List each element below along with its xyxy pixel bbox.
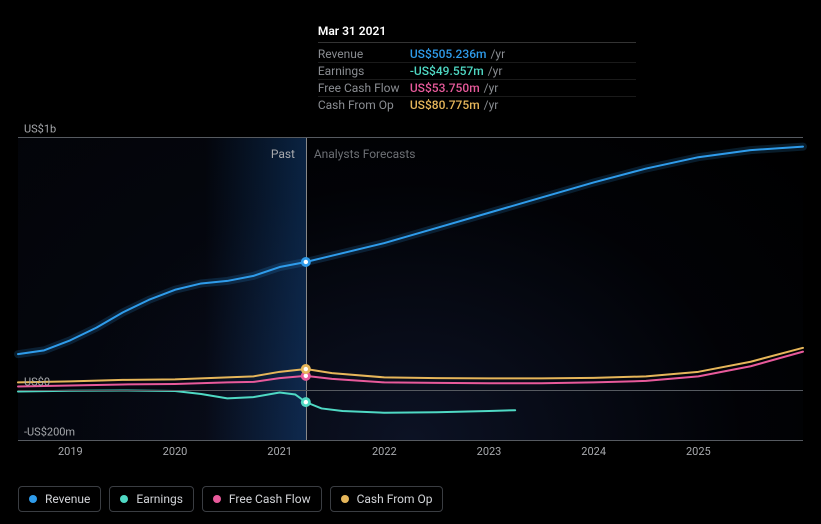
series-line [18,391,515,413]
y-tick-label: US$1b [24,123,56,136]
hover-marker-inner [304,367,308,371]
y-gridline [18,137,803,138]
legend-item[interactable]: Cash From Op [330,486,444,512]
y-gridline [18,440,803,441]
x-tick-label: 2024 [581,445,606,458]
legend: Revenue Earnings Free Cash Flow Cash From O… [18,486,443,512]
tooltip-row-suffix: /yr [484,98,499,112]
tooltip-row-label: Revenue [318,47,410,61]
hover-marker-inner [304,400,308,404]
tooltip-row-label: Cash From Op [318,98,410,112]
tooltip-row-value: -US$49.557m [410,64,484,78]
y-gridline [18,390,803,391]
legend-label: Earnings [136,492,183,506]
tooltip-date: Mar 31 2021 [318,24,636,43]
series-line [18,352,803,387]
tooltip-row-label: Free Cash Flow [318,81,410,95]
legend-dot [341,495,349,503]
tooltip-row-suffix: /yr [490,47,505,61]
x-tick-label: 2023 [477,445,502,458]
x-tick-label: 2021 [267,445,292,458]
hover-marker-inner [304,260,308,264]
forecasts-label: Analysts Forecasts [314,147,416,161]
hover-marker-inner [304,374,308,378]
y-tick-label: US$0 [24,375,50,388]
tooltip-row-suffix: /yr [484,81,499,95]
y-tick-label: -US$200m [24,426,75,439]
legend-label: Cash From Op [357,492,433,506]
x-tick-label: 2022 [372,445,397,458]
tooltip-row: Free Cash FlowUS$53.750m/yr [318,80,636,97]
tooltip-row-value: US$80.775m [410,98,480,112]
tooltip-row-value: US$505.236m [410,47,487,61]
series-line [18,147,803,355]
tooltip-row: Cash From OpUS$80.775m/yr [318,97,636,113]
tooltip-row-suffix: /yr [488,64,503,78]
legend-dot [29,495,37,503]
legend-dot [120,495,128,503]
financials-chart: US$1b US$0 -US$200m 2019 2020 2021 2022 2023 20… [18,0,803,470]
tooltip-row-value: US$53.750m [410,81,480,95]
tooltip-row-label: Earnings [318,64,410,78]
past-label: Past [271,147,295,161]
hover-tooltip: Mar 31 2021 RevenueUS$505.236m/yrEarning… [306,16,648,119]
legend-item[interactable]: Revenue [18,486,101,512]
legend-label: Free Cash Flow [229,492,311,506]
legend-item[interactable]: Free Cash Flow [202,486,322,512]
series-glow [18,147,803,355]
x-tick-label: 2020 [163,445,188,458]
tooltip-row: RevenueUS$505.236m/yr [318,46,636,63]
legend-item[interactable]: Earnings [109,486,194,512]
legend-label: Revenue [45,492,90,506]
legend-dot [213,495,221,503]
x-tick-label: 2019 [58,445,83,458]
x-tick-label: 2025 [686,445,711,458]
tooltip-row: Earnings-US$49.557m/yr [318,63,636,80]
